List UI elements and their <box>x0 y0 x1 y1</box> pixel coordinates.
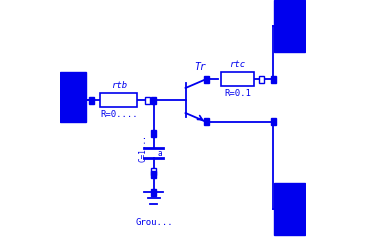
Bar <box>274 0 306 52</box>
Bar <box>260 76 264 82</box>
Text: Tr: Tr <box>194 62 206 72</box>
Text: C=1...: C=1... <box>138 134 147 162</box>
Bar <box>271 119 276 125</box>
Bar <box>151 188 156 196</box>
Bar <box>204 119 209 125</box>
Bar <box>274 183 306 235</box>
Bar <box>151 96 156 104</box>
Bar <box>89 96 93 104</box>
Bar <box>59 72 87 122</box>
Bar <box>151 170 156 178</box>
Text: a: a <box>157 149 162 157</box>
Text: Grou...: Grou... <box>135 218 173 227</box>
Text: rtc: rtc <box>229 60 246 69</box>
Bar <box>100 93 137 107</box>
Bar <box>151 168 156 174</box>
Text: R=0....: R=0.... <box>100 110 138 119</box>
Bar <box>145 96 150 104</box>
Text: R=0.1: R=0.1 <box>224 89 251 98</box>
Bar <box>204 76 209 82</box>
Bar <box>151 129 156 137</box>
Bar <box>271 76 276 82</box>
Text: rtb: rtb <box>111 81 127 90</box>
Bar <box>220 72 254 86</box>
